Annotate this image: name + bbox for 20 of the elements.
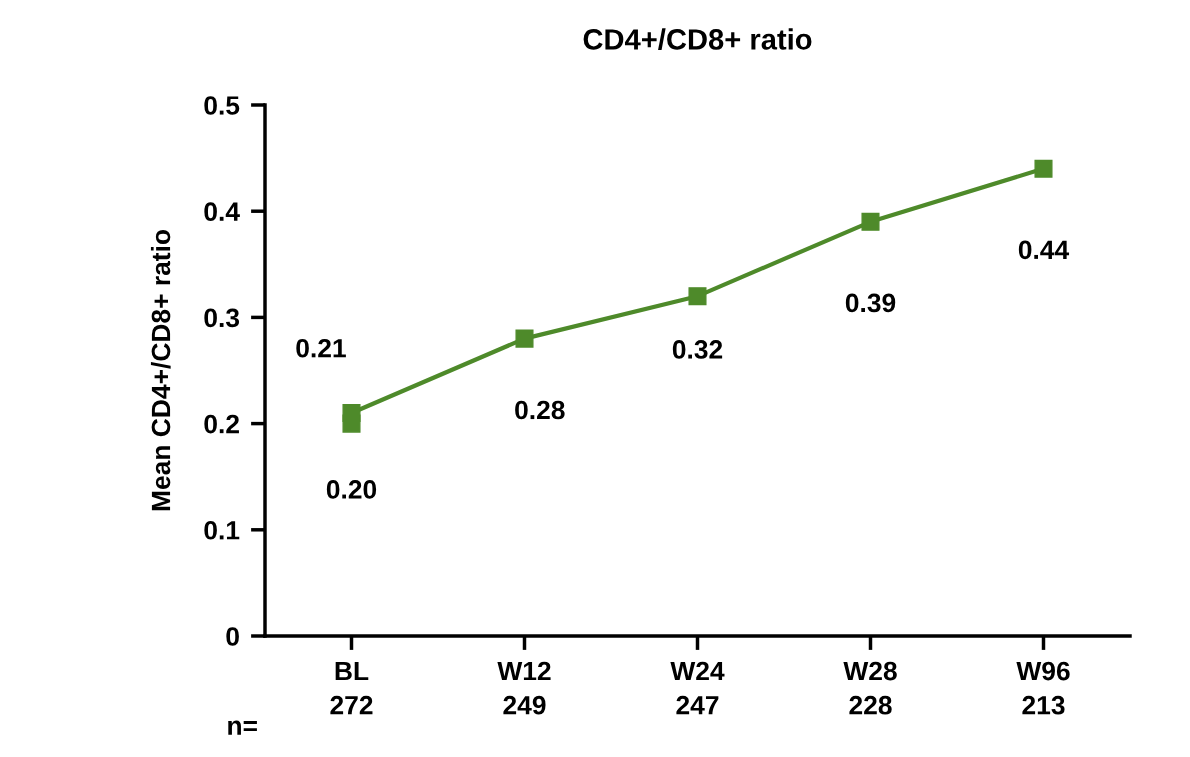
y-tick-label: 0.2 (204, 414, 239, 434)
x-tick-label: BL 272 (330, 661, 373, 715)
text: n= (228, 720, 257, 735)
y-tick-label: 0 (226, 627, 239, 646)
x-tick-label: W28 228 (843, 661, 897, 715)
x-tick-label: W12 249 (497, 661, 551, 715)
data-label: 0.20 (326, 480, 377, 499)
data-label: 0.21 (296, 338, 346, 358)
x-tick-label: W96 213 (1016, 661, 1070, 715)
data-label: 0.28 (515, 400, 565, 420)
data-label: 0.32 (672, 340, 723, 359)
y-tick-label: 0.3 (204, 308, 240, 328)
y-tick-label: 0.4 (204, 202, 240, 222)
y-axis-title: Mean CD4+/CD8+ ratio (150, 230, 171, 511)
y-tick-label: 0.1 (204, 520, 240, 540)
x-tick-label: W24 247 (670, 661, 725, 715)
data-label: 0.39 (845, 293, 896, 313)
y-tick-label: 0.5 (204, 96, 240, 115)
data-label: 0.44 (1018, 240, 1070, 260)
chart-title: CD4+/CD8+ ratio (583, 28, 812, 51)
